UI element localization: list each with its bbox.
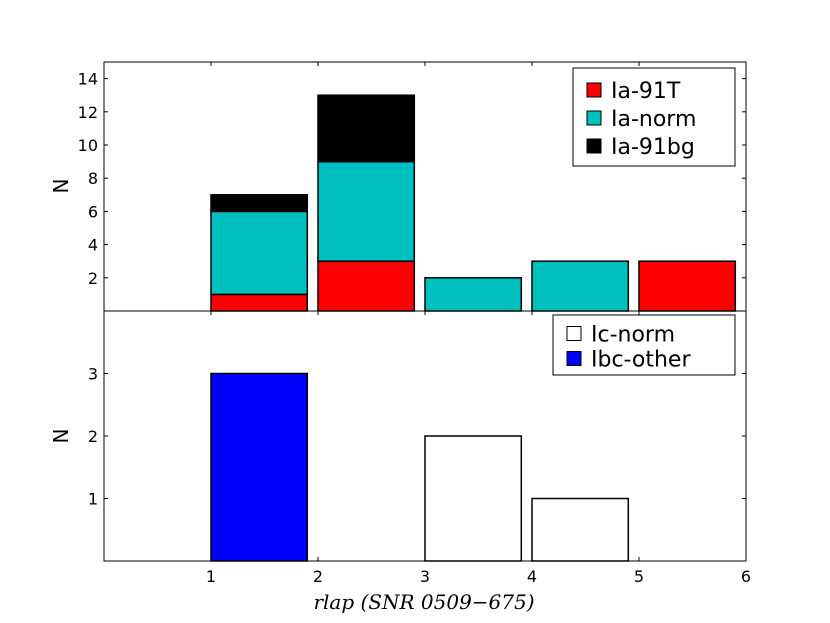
top-ytick-label: 2: [88, 269, 98, 288]
top-legend-label: Ia-91bg: [611, 135, 695, 160]
top-legend-label: Ia-91T: [611, 79, 681, 104]
top-legend-swatch: [586, 110, 602, 126]
top-legend-swatch: [586, 138, 602, 154]
x-axis-label-main: rlap: [313, 590, 354, 614]
x-tick-label: 2: [313, 567, 323, 586]
top-ytick-label: 10: [78, 136, 98, 155]
top-bar-ia-91t-bin-5: [638, 260, 737, 312]
bottom-x-ticks: 1 2 3 4 5 6: [206, 311, 751, 586]
top-bars: [210, 94, 737, 312]
top-legend: Ia-91T Ia-norm Ia-91bg: [572, 67, 736, 167]
top-ytick-label: 8: [88, 169, 98, 188]
bottom-bar-ic-norm-bin-3: [424, 435, 523, 562]
bottom-bar-ibc-other-bin-1: [210, 372, 309, 562]
top-bar-ia-91bg-bin-2: [317, 94, 416, 163]
top-ytick-label: 6: [88, 202, 98, 221]
x-axis-label-detail: (SNR 0509−675): [360, 590, 534, 614]
x-tick-label: 1: [206, 567, 216, 586]
top-bar-ia-91bg-bin-1: [210, 194, 309, 213]
top-bar-ia-91t-bin-1: [210, 293, 309, 312]
bottom-legend-label: Ibc-other: [591, 348, 691, 373]
top-y-axis-label: N: [49, 179, 73, 194]
top-bar-ia-91t-bin-2: [317, 260, 416, 312]
top-y-ticks: 2 4 6 8 10 12 14: [78, 70, 746, 288]
bottom-ytick-label: 1: [88, 490, 98, 509]
bottom-ytick-label: 2: [88, 427, 98, 446]
x-tick-label: 6: [741, 567, 751, 586]
top-bar-ia-norm-bin-2: [317, 160, 416, 262]
bottom-legend-swatch: [566, 351, 582, 366]
top-ytick-label: 4: [88, 236, 98, 255]
bottom-legend-label: Ic-norm: [591, 323, 675, 348]
bottom-y-axis-label: N: [49, 429, 73, 444]
top-subplot: 2 4 6 8 10 12 14 N Ia-91T Ia-norm Ia-91bg: [49, 61, 747, 312]
bottom-ytick-label: 3: [88, 365, 98, 384]
bottom-y-ticks: 1 2 3: [88, 365, 746, 509]
top-ytick-label: 14: [78, 70, 98, 89]
bottom-legend-swatch: [566, 326, 582, 341]
x-axis-label: rlap (SNR 0509−675): [313, 590, 534, 614]
top-bar-ia-norm-bin-3: [424, 277, 523, 312]
bottom-bars: [210, 372, 630, 562]
bottom-bar-ic-norm-bin-4: [531, 497, 630, 562]
top-legend-label: Ia-norm: [611, 107, 696, 132]
x-tick-label: 4: [527, 567, 537, 586]
bottom-plot-frame: [103, 310, 747, 562]
top-bar-ia-norm-bin-4: [531, 260, 630, 312]
top-legend-swatch: [586, 82, 602, 98]
bottom-legend-box: [552, 314, 736, 376]
x-tick-label: 5: [634, 567, 644, 586]
top-ytick-label: 12: [78, 103, 98, 122]
x-tick-label: 3: [420, 567, 430, 586]
top-bar-ia-norm-bin-1: [210, 210, 309, 296]
